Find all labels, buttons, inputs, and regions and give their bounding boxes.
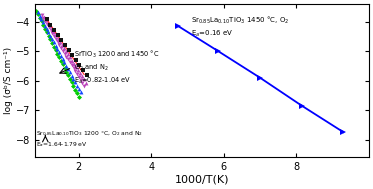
Text: Sr$_{0.85}$La$_{0.10}$TiO$_3$ 1200 °C, O$_2$ and N$_2$
E$_a$=1.64-1.79 eV: Sr$_{0.85}$La$_{0.10}$TiO$_3$ 1200 °C, O… (36, 129, 143, 149)
Text: SrTiO$_3$ 1200 and 1450 °C
O$_2$ and N$_2$
E$_a$=0.82-1.04 eV: SrTiO$_3$ 1200 and 1450 °C O$_2$ and N$_… (74, 49, 159, 86)
Text: Sr$_{0.85}$La$_{0.10}$TiO$_3$ 1450 °C, O$_2$
E$_a$=0.16 eV: Sr$_{0.85}$La$_{0.10}$TiO$_3$ 1450 °C, O… (191, 15, 289, 39)
X-axis label: 1000/T(K): 1000/T(K) (175, 175, 229, 185)
Y-axis label: log (σᵇ/S cm⁻¹): log (σᵇ/S cm⁻¹) (4, 47, 13, 114)
